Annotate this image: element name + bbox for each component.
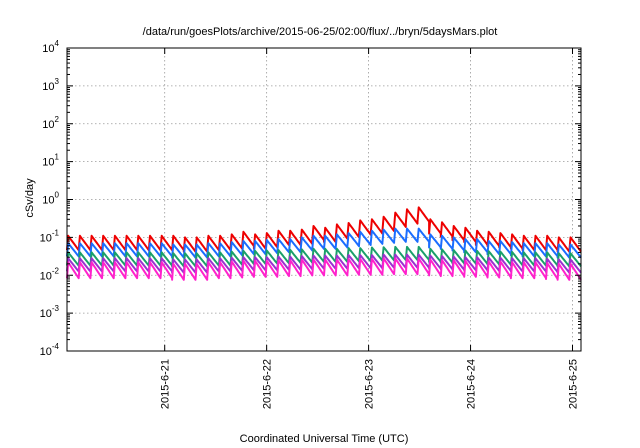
- y-axis-label: cSv/day: [24, 178, 36, 218]
- plot-frame: [66, 47, 582, 352]
- chart-title: /data/run/goesPlots/archive/2015-06-25/0…: [143, 26, 498, 38]
- x-tick-label: 2015-6-25: [568, 359, 580, 409]
- series-line-2: [66, 227, 582, 259]
- x-axis-label: Coordinated Universal Time (UTC): [240, 433, 409, 445]
- grid: [67, 48, 581, 351]
- x-tick-label: 2015-6-24: [466, 359, 478, 409]
- y-tick-label: 10-3: [40, 304, 60, 320]
- y-tick-label: 100: [42, 191, 59, 207]
- y-tick-label: 101: [42, 153, 59, 169]
- y-tick-label: 102: [42, 115, 59, 131]
- y-tick-label: 10-1: [40, 228, 60, 244]
- y-tick-label: 10-2: [40, 266, 60, 282]
- y-tick-label: 104: [42, 39, 59, 55]
- x-tick-label: 2015-6-22: [262, 359, 274, 409]
- y-tick-label: 10-4: [40, 342, 60, 358]
- series-line-3: [66, 245, 582, 268]
- series-group: [66, 206, 582, 281]
- y-tick-label: 103: [42, 77, 59, 93]
- series-line-4: [66, 253, 582, 274]
- x-tick-label: 2015-6-23: [364, 359, 376, 409]
- ticks-group: 104 103 102 101 100 10-1 10-2 10-3 10-4 2015-6-21…: [40, 39, 581, 409]
- series-line-5: [66, 257, 582, 281]
- x-tick-label: 2015-6-21: [160, 359, 172, 409]
